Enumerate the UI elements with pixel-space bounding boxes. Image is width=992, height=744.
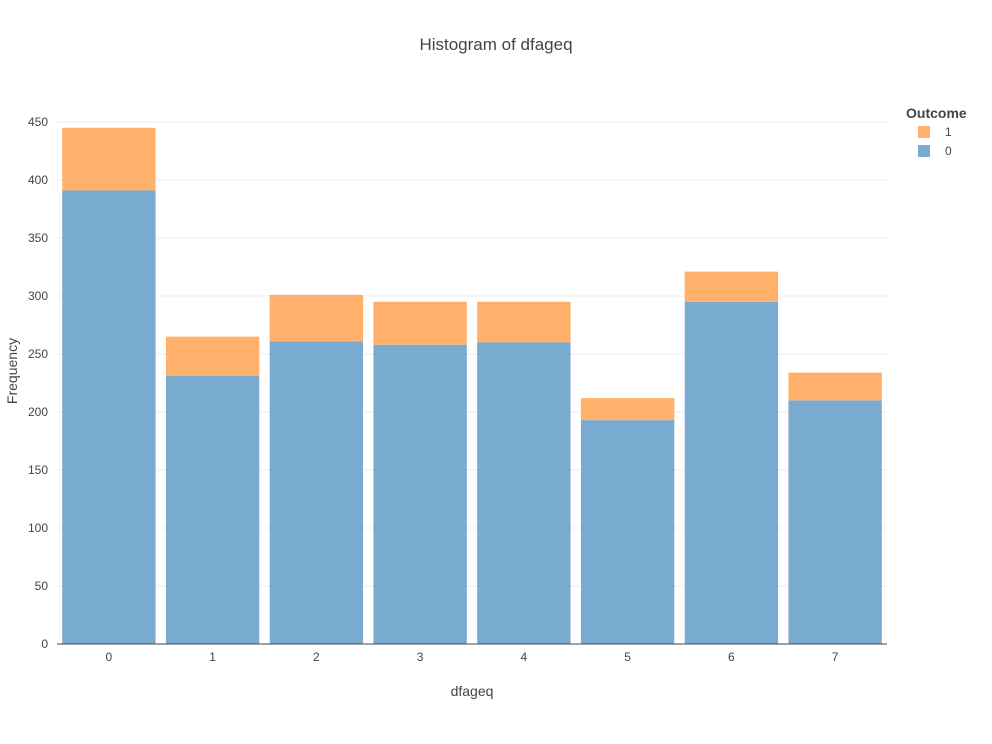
bar-outcome-1-dfageq-3[interactable] <box>373 301 467 345</box>
chart-title: Histogram of dfageq <box>419 35 572 54</box>
y-axis: 0 50 100 150 200 250 300 350 400 450 <box>28 115 48 651</box>
legend-label-0[interactable]: 0 <box>945 144 952 158</box>
bar-outcome-1-dfageq-4[interactable] <box>477 301 571 343</box>
y-tick-label: 0 <box>41 637 48 651</box>
bar-outcome-0-dfageq-1[interactable] <box>165 376 260 644</box>
legend-title: Outcome <box>906 105 967 121</box>
x-tick-label: 3 <box>417 650 424 664</box>
y-tick-label: 400 <box>28 173 48 187</box>
bar-outcome-0-dfageq-0[interactable] <box>62 190 156 644</box>
bar-outcome-1-dfageq-2[interactable] <box>269 294 364 342</box>
y-tick-label: 300 <box>28 289 48 303</box>
y-tick-label: 200 <box>28 405 48 419</box>
x-axis: 0 1 2 3 4 5 6 7 <box>106 650 839 664</box>
bar-outcome-1-dfageq-7[interactable] <box>788 372 882 401</box>
bar-outcome-0-dfageq-4[interactable] <box>477 342 571 644</box>
legend-label-1[interactable]: 1 <box>945 125 952 139</box>
bar-outcome-0-dfageq-6[interactable] <box>684 301 779 644</box>
y-tick-label: 150 <box>28 463 48 477</box>
y-tick-label: 350 <box>28 231 48 245</box>
legend-swatch-1[interactable] <box>918 126 930 138</box>
bar-outcome-0-dfageq-5[interactable] <box>580 420 675 644</box>
y-tick-label: 250 <box>28 347 48 361</box>
bar-outcome-0-dfageq-3[interactable] <box>373 344 467 644</box>
bar-outcome-0-dfageq-7[interactable] <box>788 400 882 644</box>
x-tick-label: 6 <box>728 650 735 664</box>
y-tick-label: 450 <box>28 115 48 129</box>
x-tick-label: 2 <box>313 650 320 664</box>
legend-swatch-0[interactable] <box>918 145 930 157</box>
x-tick-label: 4 <box>521 650 528 664</box>
y-tick-label: 50 <box>35 579 49 593</box>
x-tick-label: 7 <box>832 650 839 664</box>
bar-outcome-0-dfageq-2[interactable] <box>269 341 364 644</box>
legend: Outcome 1 0 <box>906 105 967 158</box>
x-axis-title: dfageq <box>451 683 494 699</box>
x-tick-label: 1 <box>209 650 216 664</box>
y-tick-label: 100 <box>28 521 48 535</box>
bar-outcome-1-dfageq-0[interactable] <box>62 127 156 191</box>
x-tick-label: 5 <box>624 650 631 664</box>
bars <box>62 127 882 644</box>
bar-outcome-1-dfageq-6[interactable] <box>684 271 779 302</box>
x-tick-label: 0 <box>106 650 113 664</box>
bar-outcome-1-dfageq-1[interactable] <box>165 336 260 377</box>
bar-outcome-1-dfageq-5[interactable] <box>580 398 675 421</box>
y-axis-title: Frequency <box>4 338 20 404</box>
